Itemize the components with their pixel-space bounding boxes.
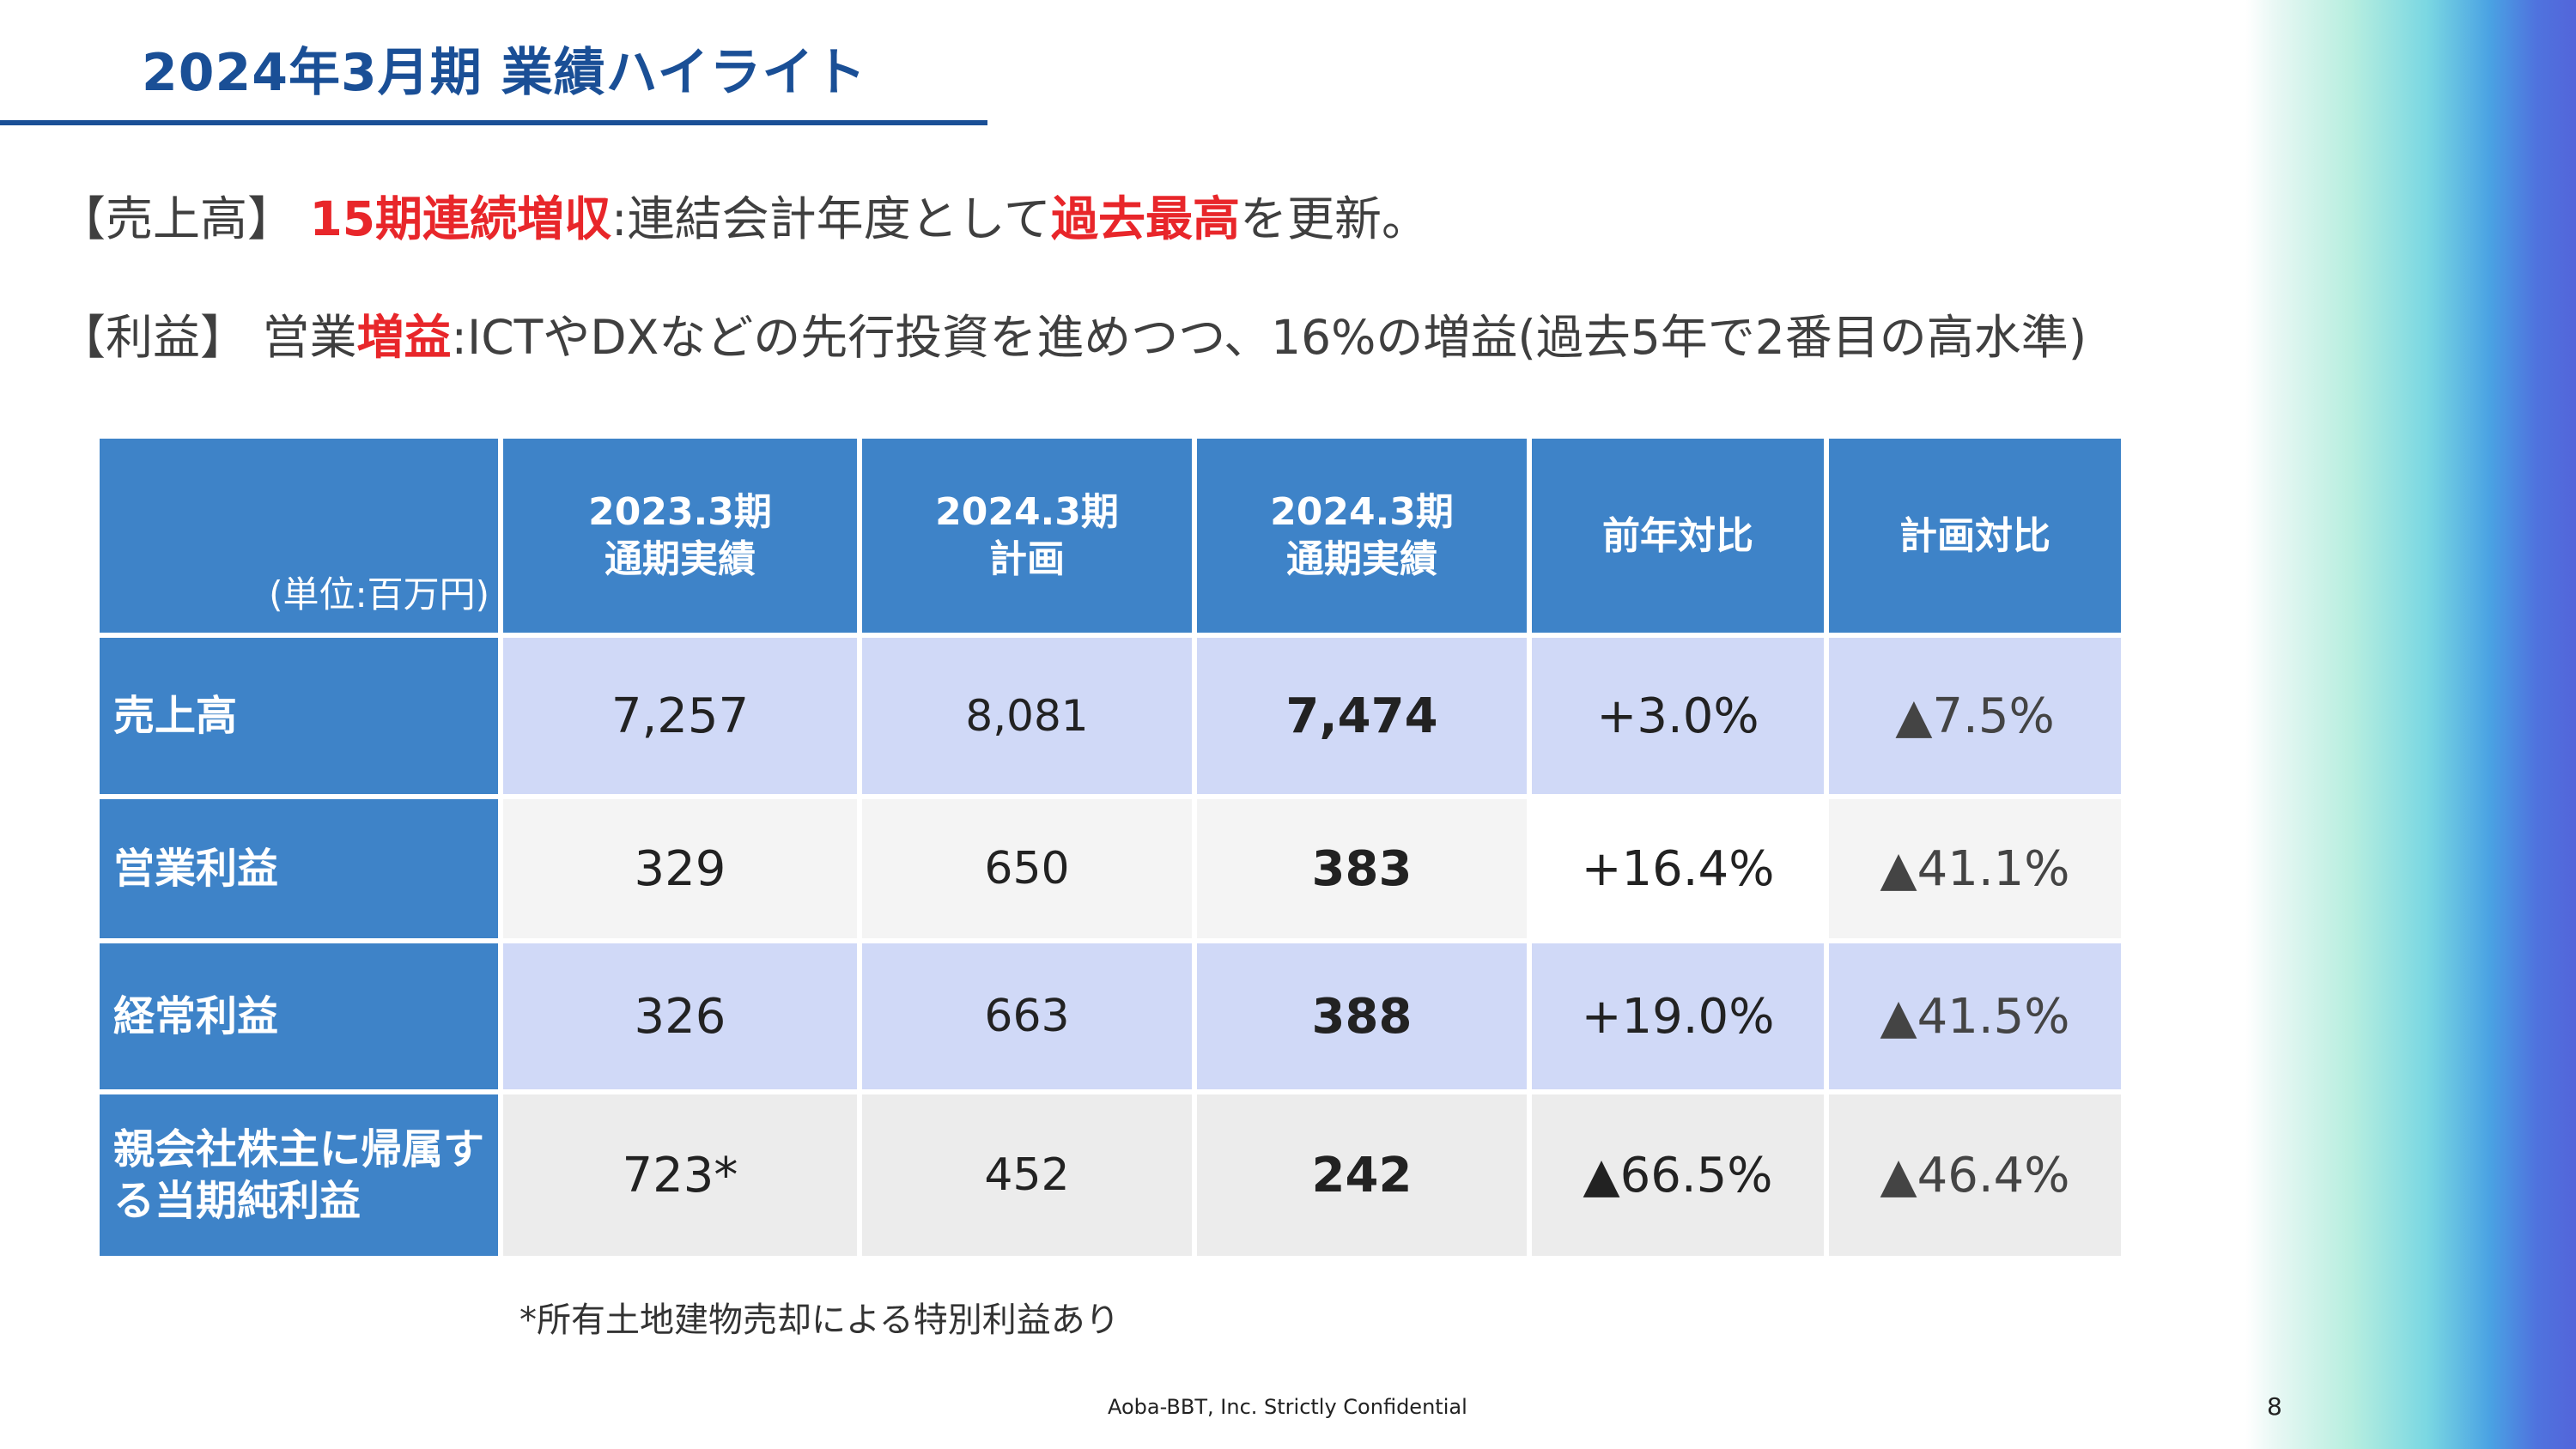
cell-value: ▲46.4% (1829, 1094, 2121, 1256)
table-header-row: (単位:百万円) 2023.3期 通期実績 2024.3期 計画 2024.3期 通期… (100, 439, 2121, 633)
title-underline (0, 120, 987, 125)
record-high-text: 過去最高 (1050, 191, 1240, 246)
row-label-operating-profit: 営業利益 (100, 799, 498, 938)
cell-value: +19.0% (1532, 943, 1824, 1089)
cell-value: 242 (1197, 1094, 1527, 1256)
revenue-tag: 【売上高】 (58, 191, 295, 246)
cell-value: 7,474 (1197, 638, 1527, 794)
row-label-ordinary-profit: 経常利益 (100, 943, 498, 1089)
row-label-revenue: 売上高 (100, 638, 498, 794)
profit-highlight-line: 【利益】 営業増益:ICTやDXなどの先行投資を進めつつ、16%の増益(過去5年… (58, 299, 2087, 367)
decorative-side-gradient (2245, 0, 2576, 1449)
cell-value: ▲7.5% (1829, 638, 2121, 794)
header-yoy: 前年対比 (1532, 439, 1824, 633)
revenue-text-2: を更新。 (1239, 191, 1429, 246)
cell-value: +16.4% (1532, 799, 1824, 938)
profit-text-2: :ICTやDXなどの先行投資を進めつつ、16%の増益(過去5年で2番目の高水準) (451, 310, 2087, 365)
table-row: 売上高 7,257 8,081 7,474 +3.0% ▲7.5% (100, 638, 2121, 794)
header-vs-plan: 計画対比 (1829, 439, 2121, 633)
cell-value: 7,257 (503, 638, 857, 794)
unit-label: (単位:百万円) (269, 573, 489, 615)
revenue-highlight-line: 【売上高】 15期連続増収:連結会計年度として過去最高を更新。 (58, 180, 1429, 249)
row-label-net-income: 親会社株主に帰属する当期純利益 (100, 1094, 498, 1256)
cell-value: 8,081 (862, 638, 1192, 794)
table-row: 営業利益 329 650 383 +16.4% ▲41.1% (100, 799, 2121, 938)
cell-value: 383 (1197, 799, 1527, 938)
header-fy2024-actual: 2024.3期 通期実績 (1197, 439, 1527, 633)
profit-text-1: 営業 (262, 310, 357, 365)
header-fy2024-plan: 2024.3期 計画 (862, 439, 1192, 633)
table-row: 経常利益 326 663 388 +19.0% ▲41.5% (100, 943, 2121, 1089)
profit-tag: 【利益】 (58, 310, 248, 365)
cell-value: ▲66.5% (1532, 1094, 1824, 1256)
cell-value: +3.0% (1532, 638, 1824, 794)
results-table: (単位:百万円) 2023.3期 通期実績 2024.3期 計画 2024.3期 通期… (94, 433, 2126, 1261)
revenue-text-1: :連結会計年度として (611, 191, 1051, 246)
cell-value: 452 (862, 1094, 1192, 1256)
cell-value: 723* (503, 1094, 857, 1256)
cell-value: ▲41.5% (1829, 943, 2121, 1089)
cell-value: 663 (862, 943, 1192, 1089)
cell-value: 326 (503, 943, 857, 1089)
cell-value: 650 (862, 799, 1192, 938)
header-fy2023-actual: 2023.3期 通期実績 (503, 439, 857, 633)
confidentiality-footer: Aoba-BBT, Inc. Strictly Confidential (1108, 1395, 1467, 1419)
unit-header-cell: (単位:百万円) (100, 439, 498, 633)
profit-increase-text: 増益 (356, 310, 452, 365)
revenue-streak-text: 15期連続増収 (309, 191, 612, 246)
cell-value: ▲41.1% (1829, 799, 2121, 938)
table-row: 親会社株主に帰属する当期純利益 723* 452 242 ▲66.5% ▲46.… (100, 1094, 2121, 1256)
cell-value: 388 (1197, 943, 1527, 1089)
cell-value: 329 (503, 799, 857, 938)
page-title: 2024年3月期 業績ハイライト (142, 43, 867, 103)
page-number: 8 (2267, 1392, 2282, 1421)
footnote: *所有土地建物売却による特別利益あり (519, 1300, 1120, 1340)
